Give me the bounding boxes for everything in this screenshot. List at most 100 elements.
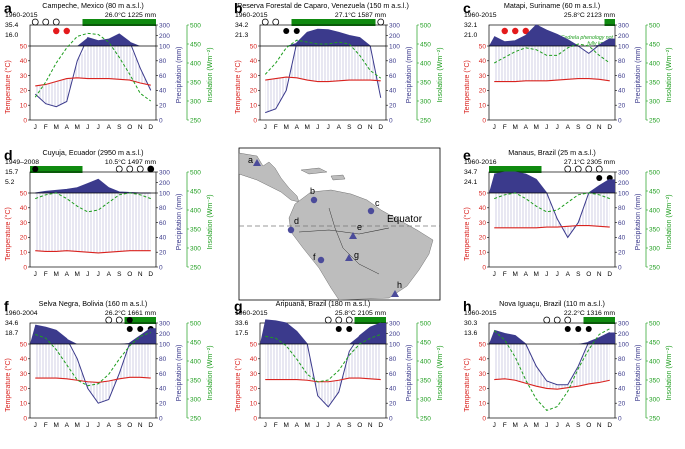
month-label: A bbox=[566, 124, 571, 131]
temp-tick-label: 10 bbox=[20, 250, 28, 257]
month-label: S bbox=[576, 271, 581, 278]
precipitation-line bbox=[494, 171, 611, 239]
precip-tick-label: 300 bbox=[159, 22, 170, 29]
site-label-h: h bbox=[397, 280, 402, 290]
humid-area bbox=[35, 344, 151, 404]
insolation-tick-label: 450 bbox=[649, 41, 660, 48]
precip-tick-label: 200 bbox=[389, 33, 400, 40]
month-label: O bbox=[127, 422, 132, 429]
site-label-g: g bbox=[354, 250, 359, 260]
red-dot bbox=[522, 27, 529, 35]
open-dot bbox=[126, 165, 134, 173]
insolation-tick-label: 350 bbox=[420, 377, 431, 384]
filled-dot bbox=[585, 326, 592, 332]
month-label: M bbox=[54, 124, 59, 131]
precip-tick-label: 80 bbox=[159, 58, 167, 65]
precip-tick-label: 80 bbox=[618, 205, 626, 212]
humid-area bbox=[494, 46, 610, 82]
month-label: M bbox=[305, 124, 310, 131]
month-label: O bbox=[357, 422, 362, 429]
month-label: J bbox=[97, 271, 100, 278]
temperature-axis-label: Temperature (°C) bbox=[4, 60, 12, 114]
temp-tick-label: 30 bbox=[479, 220, 487, 227]
temperature-axis-label: Temperature (°C) bbox=[234, 358, 242, 412]
mean-temp-precip: 25.8°C 2105 mm bbox=[335, 309, 386, 317]
month-label: J bbox=[545, 271, 548, 278]
month-label: D bbox=[607, 271, 612, 278]
month-label: M bbox=[534, 422, 539, 429]
precip-tick-label: 0 bbox=[618, 415, 622, 422]
temp-tick-label: 50 bbox=[479, 341, 487, 348]
month-label: F bbox=[44, 422, 48, 429]
max-temperature: 30.3 bbox=[464, 320, 477, 327]
min-temperature: 21.0 bbox=[464, 32, 477, 39]
month-label: O bbox=[127, 124, 132, 131]
humid-area bbox=[265, 344, 381, 407]
month-label: J bbox=[97, 124, 100, 131]
month-label: A bbox=[295, 422, 300, 429]
max-temperature: 32.1 bbox=[464, 22, 477, 29]
temp-tick-label: 30 bbox=[479, 371, 487, 378]
insolation-line bbox=[494, 192, 610, 213]
temperature-axis-label: Temperature (°C) bbox=[463, 207, 471, 261]
precip-tick-label: 300 bbox=[389, 320, 400, 327]
month-label: O bbox=[586, 422, 591, 429]
min-temperature: 18.7 bbox=[5, 330, 18, 337]
month-label: J bbox=[545, 124, 548, 131]
equator-label: Equator bbox=[387, 214, 423, 225]
month-label: A bbox=[566, 271, 571, 278]
insolation-tick-label: 500 bbox=[649, 320, 660, 327]
temp-tick-label: 30 bbox=[20, 73, 28, 80]
precipitation-line bbox=[35, 324, 152, 404]
insolation-axis-label: Insolation (Wm⁻²) bbox=[437, 345, 444, 400]
site-marker-a bbox=[253, 159, 261, 166]
filled-dot bbox=[335, 326, 342, 332]
month-label: M bbox=[75, 271, 80, 278]
very-humid-area bbox=[30, 179, 156, 193]
month-label: F bbox=[274, 124, 278, 131]
month-label: O bbox=[586, 271, 591, 278]
temp-tick-label: 50 bbox=[479, 43, 487, 50]
panel-h: h Nova Iguaçu, Brazil (110 m a.s.l.)1960-… bbox=[463, 298, 673, 429]
precip-tick-label: 200 bbox=[159, 33, 170, 40]
open-dot bbox=[136, 165, 144, 173]
open-dot bbox=[261, 18, 269, 26]
precip-tick-label: 20 bbox=[618, 250, 626, 257]
insolation-axis-label: Insolation (Wm⁻²) bbox=[666, 194, 673, 249]
insolation-tick-label: 500 bbox=[190, 320, 201, 327]
precip-tick-label: 60 bbox=[618, 220, 626, 227]
mean-temp-precip: 25.8°C 2123 mm bbox=[564, 11, 615, 19]
insolation-axis-label: Insolation (Wm⁻²) bbox=[207, 47, 214, 102]
plot-frame bbox=[29, 322, 157, 419]
precip-tick-label: 100 bbox=[389, 341, 400, 348]
station-title: Matapi, Suriname (60 m a.s.l.) bbox=[504, 1, 600, 10]
precip-tick-label: 40 bbox=[618, 386, 626, 393]
month-label: J bbox=[97, 422, 100, 429]
precip-tick-label: 0 bbox=[159, 117, 163, 124]
month-label: J bbox=[556, 422, 559, 429]
record-period: 1960-2015 bbox=[235, 12, 268, 19]
month-label: M bbox=[513, 271, 518, 278]
precip-tick-label: 200 bbox=[618, 331, 629, 338]
insolation-line bbox=[493, 328, 610, 411]
red-dot bbox=[53, 27, 60, 35]
panels-layer: a Campeche, Mexico (80 m a.s.l.) 1960-2015… bbox=[4, 0, 673, 429]
month-label: F bbox=[44, 124, 48, 131]
precip-tick-label: 20 bbox=[159, 103, 167, 110]
insolation-tick-label: 500 bbox=[190, 169, 201, 176]
panel-g: g Aripuanã, Brazil (180 m a.s.l.) 1960-201… bbox=[234, 298, 444, 429]
panel-c: c Matapi, Suriname (60 m a.s.l.) 1960-2015… bbox=[463, 0, 673, 131]
precip-tick-label: 80 bbox=[159, 205, 167, 212]
precip-tick-label: 60 bbox=[159, 220, 167, 227]
panel-letter: b bbox=[234, 0, 243, 16]
site-label-e: e bbox=[357, 222, 362, 232]
insolation-tick-label: 400 bbox=[420, 358, 431, 365]
temp-tick-label: 20 bbox=[479, 88, 487, 95]
phenology-bar bbox=[354, 317, 386, 324]
month-label: S bbox=[576, 124, 581, 131]
month-label: D bbox=[607, 422, 612, 429]
station-title: Aripuanã, Brazil (180 m a.s.l.) bbox=[276, 299, 371, 308]
insolation-tick-label: 450 bbox=[190, 339, 201, 346]
insolation-tick-label: 250 bbox=[649, 264, 660, 271]
month-label: M bbox=[54, 422, 59, 429]
